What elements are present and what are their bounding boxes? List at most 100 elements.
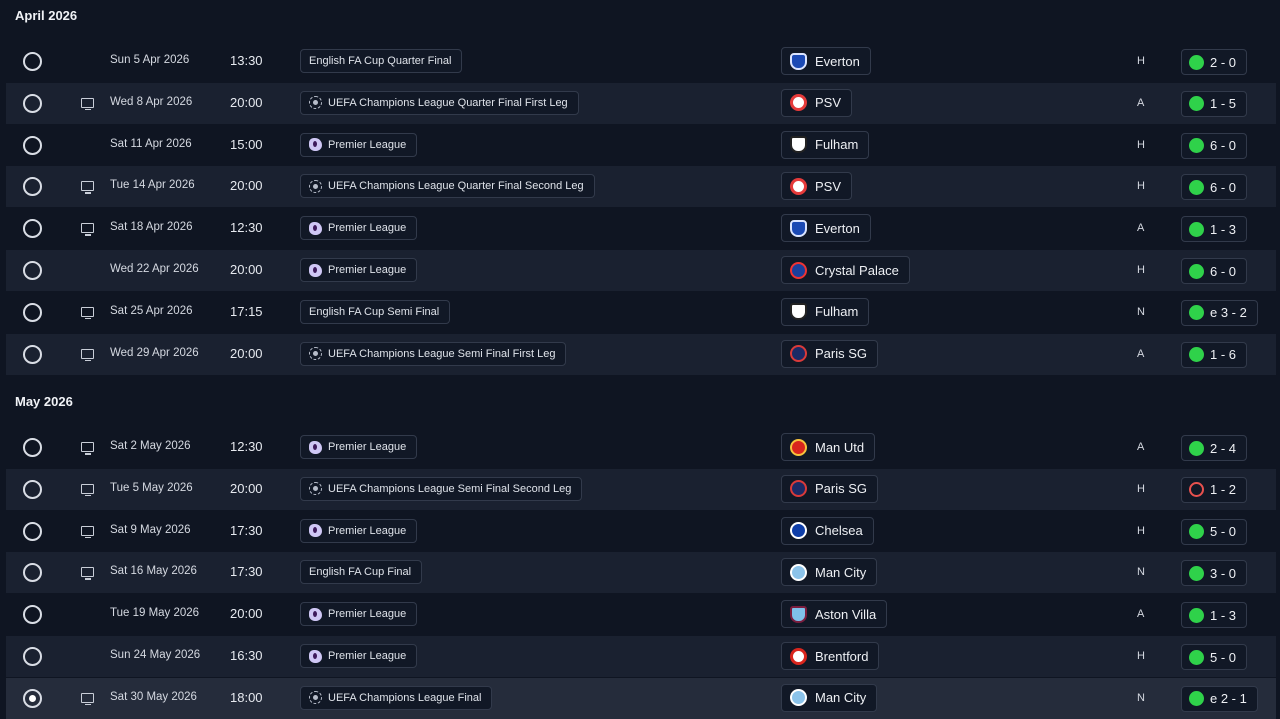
- select-radio[interactable]: [23, 261, 42, 280]
- result-link[interactable]: e 3 - 2: [1181, 299, 1258, 326]
- fixture-row[interactable]: Wed 8 Apr 2026 20:00 UEFA Champions League…: [6, 82, 1276, 124]
- competition-link[interactable]: Premier League: [300, 644, 418, 668]
- result-link[interactable]: 5 - 0: [1181, 518, 1248, 545]
- select-radio[interactable]: [23, 521, 42, 541]
- opponent-link[interactable]: Man Utd: [781, 433, 876, 461]
- result-link[interactable]: 1 - 3: [1181, 216, 1248, 243]
- select-radio[interactable]: [23, 688, 42, 708]
- venue-indicator: A: [1137, 441, 1145, 453]
- competition-link[interactable]: Premier League: [300, 518, 418, 543]
- result-link[interactable]: 3 - 0: [1181, 560, 1248, 587]
- competition-link[interactable]: Premier League: [300, 132, 418, 157]
- opponent-link[interactable]: Paris SG: [781, 474, 879, 503]
- select-radio[interactable]: [23, 177, 42, 197]
- select-radio[interactable]: [23, 93, 42, 113]
- select-radio[interactable]: [23, 647, 42, 666]
- result-link[interactable]: 6 - 0: [1181, 258, 1248, 284]
- opponent-link[interactable]: PSV: [781, 172, 853, 201]
- competition-link[interactable]: Premier League: [300, 435, 418, 459]
- fixture-row[interactable]: Sat 2 May 2026 12:30 Premier League Man Utd…: [6, 427, 1276, 468]
- fixture-row[interactable]: Sat 25 Apr 2026 17:15 English FA Cup Semi …: [6, 291, 1276, 333]
- fixture-time: 17:30: [230, 564, 263, 580]
- fixture-row[interactable]: Tue 19 May 2026 20:00 Premier League Aston …: [6, 594, 1276, 636]
- fixture-row[interactable]: Sun 5 Apr 2026 13:30 English FA Cup Quarte…: [6, 41, 1276, 82]
- select-radio[interactable]: [23, 344, 42, 364]
- fixture-date: Tue 5 May 2026: [110, 481, 193, 494]
- opponent-name: Man Utd: [815, 439, 865, 455]
- select-radio[interactable]: [23, 438, 42, 457]
- competition-link[interactable]: Premier League: [300, 216, 418, 241]
- fixture-row[interactable]: Tue 5 May 2026 20:00 UEFA Champions League…: [6, 468, 1276, 510]
- fixture-row[interactable]: Sat 11 Apr 2026 15:00 Premier League Fulham…: [6, 124, 1276, 166]
- select-radio[interactable]: [23, 52, 42, 71]
- win-indicator-icon: [1189, 347, 1204, 363]
- venue-indicator: N: [1137, 305, 1145, 318]
- opponent-link[interactable]: Paris SG: [781, 339, 879, 368]
- fixture-row[interactable]: Wed 22 Apr 2026 20:00 Premier League Crysta…: [6, 250, 1276, 291]
- premier-league-icon: [309, 607, 322, 621]
- champions-league-icon: [309, 691, 322, 705]
- fixture-date: Tue 19 May 2026: [110, 607, 200, 620]
- fixture-row[interactable]: Sat 30 May 2026 18:00 UEFA Champions Leagu…: [6, 677, 1276, 719]
- select-radio[interactable]: [23, 135, 42, 155]
- venue-indicator: N: [1137, 691, 1145, 704]
- opponent-link[interactable]: Fulham: [781, 297, 870, 326]
- opponent-link[interactable]: Aston Villa: [781, 600, 888, 629]
- opponent-link[interactable]: Man City: [781, 558, 878, 587]
- fixture-row[interactable]: Sat 18 Apr 2026 12:30 Premier League Everto…: [6, 208, 1276, 250]
- club-crest-icon: [790, 136, 807, 154]
- opponent-link[interactable]: Everton: [781, 47, 871, 75]
- win-indicator-icon: [1189, 179, 1204, 195]
- result-link[interactable]: 2 - 4: [1181, 435, 1248, 461]
- competition-link[interactable]: English FA Cup Final: [300, 560, 423, 585]
- competition-link[interactable]: UEFA Champions League Quarter Final Seco…: [300, 174, 595, 199]
- fixture-time: 20:00: [230, 345, 263, 361]
- result-score: 1 - 2: [1210, 482, 1237, 498]
- select-radio[interactable]: [23, 302, 42, 322]
- premier-league-icon: [309, 138, 322, 152]
- opponent-link[interactable]: Everton: [781, 214, 871, 243]
- opponent-link[interactable]: Fulham: [781, 130, 870, 159]
- tv-icon: [81, 483, 94, 497]
- result-link[interactable]: 6 - 0: [1181, 132, 1248, 159]
- win-indicator-icon: [1189, 221, 1204, 237]
- opponent-link[interactable]: Man City: [781, 683, 878, 712]
- select-radio[interactable]: [23, 563, 42, 583]
- select-radio[interactable]: [23, 605, 42, 625]
- competition-link[interactable]: English FA Cup Quarter Final: [300, 49, 463, 73]
- result-link[interactable]: 6 - 0: [1181, 174, 1248, 201]
- fixture-row[interactable]: Sat 16 May 2026 17:30 English FA Cup Final…: [6, 552, 1276, 594]
- result-link[interactable]: 5 - 0: [1181, 644, 1248, 670]
- select-radio[interactable]: [23, 479, 42, 499]
- competition-link[interactable]: UEFA Champions League Final: [300, 685, 493, 710]
- opponent-link[interactable]: Crystal Palace: [781, 256, 910, 284]
- fixture-row[interactable]: Tue 14 Apr 2026 20:00 UEFA Champions Leagu…: [6, 166, 1276, 208]
- competition-link[interactable]: UEFA Champions League Quarter Final Firs…: [300, 90, 579, 115]
- select-radio[interactable]: [23, 219, 42, 239]
- win-indicator-icon: [1189, 691, 1204, 707]
- fixture-time: 17:15: [230, 303, 263, 319]
- opponent-link[interactable]: Brentford: [781, 642, 880, 670]
- fixture-date: Wed 8 Apr 2026: [110, 95, 193, 108]
- result-link[interactable]: e 2 - 1: [1181, 685, 1258, 712]
- win-indicator-icon: [1189, 263, 1204, 279]
- result-link[interactable]: 1 - 3: [1181, 602, 1248, 629]
- result-link[interactable]: 1 - 5: [1181, 90, 1248, 117]
- competition-link[interactable]: UEFA Champions League Semi Final Second …: [300, 476, 583, 501]
- opponent-link[interactable]: Chelsea: [781, 516, 874, 545]
- opponent-name: Brentford: [815, 648, 869, 664]
- result-link[interactable]: 1 - 6: [1181, 341, 1248, 368]
- competition-link[interactable]: English FA Cup Semi Final: [300, 299, 451, 324]
- result-link[interactable]: 1 - 2: [1181, 476, 1248, 503]
- competition-link[interactable]: Premier League: [300, 258, 418, 282]
- opponent-link[interactable]: PSV: [781, 88, 853, 117]
- result-score: e 2 - 1: [1210, 691, 1247, 707]
- fixture-row[interactable]: Sat 9 May 2026 17:30 Premier League Chelsea…: [6, 510, 1276, 552]
- champions-league-icon: [309, 96, 322, 110]
- competition-link[interactable]: Premier League: [300, 602, 418, 627]
- competition-link[interactable]: UEFA Champions League Semi Final First L…: [300, 341, 567, 366]
- club-crest-icon: [790, 647, 807, 665]
- fixture-row[interactable]: Sun 24 May 2026 16:30 Premier League Brentf…: [6, 636, 1276, 677]
- result-link[interactable]: 2 - 0: [1181, 49, 1248, 75]
- fixture-row[interactable]: Wed 29 Apr 2026 20:00 UEFA Champions Leagu…: [6, 333, 1276, 375]
